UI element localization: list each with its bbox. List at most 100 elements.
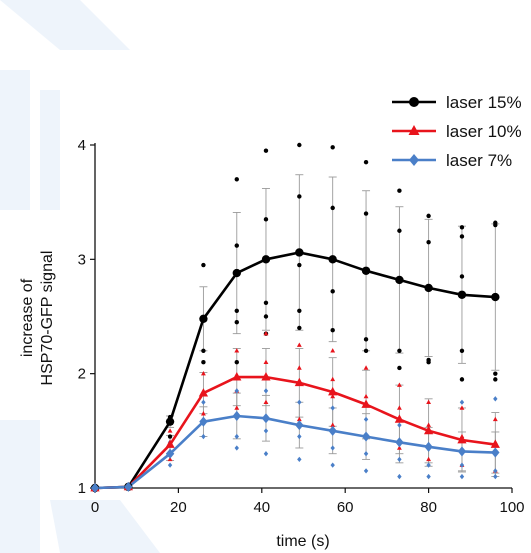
replicate-point-2-26: [459, 462, 465, 468]
x-tick-label-20: 20: [170, 499, 187, 516]
replicate-point-2-20: [397, 456, 402, 463]
legend-marker-2: [409, 154, 419, 166]
replicate-point-0-17: [297, 262, 302, 268]
series-marker-0-12: [491, 292, 500, 302]
series-lines: [94, 251, 496, 490]
replicate-point-0-22: [330, 289, 335, 294]
replicate-point-0-11: [263, 217, 269, 222]
x-tick-label-100: 100: [499, 499, 524, 516]
series-marker-0-11: [457, 290, 467, 299]
series-marker-2-6: [295, 420, 304, 431]
replicate-point-1-21: [396, 405, 402, 410]
replicate-point-2-15: [330, 462, 335, 468]
replicate-point-2-2: [201, 399, 206, 405]
replicate-point-1-16: [330, 422, 336, 427]
replicate-point-0-38: [459, 274, 465, 279]
replicate-point-1-13: [330, 348, 336, 353]
replicate-point-0-3: [201, 348, 206, 353]
replicate-point-0-25: [363, 211, 369, 216]
y-tick-label-1: 1: [78, 480, 86, 497]
replicate-point-1-14: [330, 376, 336, 382]
series-marker-2-10: [424, 441, 433, 452]
replicate-point-2-16: [363, 416, 369, 423]
x-tick-label-40: 40: [253, 499, 270, 516]
y-axis-title: increase of HSP70-GFP signal: [19, 251, 56, 386]
replicate-point-0-39: [459, 377, 465, 382]
replicate-point-0-20: [330, 145, 335, 150]
replicate-point-1-6: [234, 405, 240, 410]
y-axis-title-line-1: increase of: [19, 278, 36, 357]
replicate-point-1-4: [234, 348, 240, 353]
legend-label-1: laser 10%: [446, 122, 522, 141]
replicate-point-0-44: [493, 377, 498, 382]
replicate-point-1-10: [296, 342, 302, 347]
replicate-point-0-35: [426, 360, 431, 365]
replicate-point-1-1: [167, 428, 173, 433]
replicate-point-0-8: [234, 320, 239, 325]
replicate-point-0-5: [234, 177, 239, 182]
series-marker-1-11: [457, 434, 467, 444]
replicate-point-0-7: [234, 308, 239, 313]
replicate-point-0-13: [263, 314, 269, 319]
series-marker-0-6: [295, 248, 304, 257]
replicate-point-0-19: [297, 325, 302, 331]
replicate-point-1-11: [296, 365, 302, 370]
series-marker-1-12: [490, 439, 500, 448]
series-marker-1-3: [198, 388, 209, 397]
replicate-point-0-33: [426, 239, 431, 245]
replicate-point-0-9: [234, 360, 239, 365]
series-marker-1-7: [328, 386, 338, 396]
replicate-point-2-9: [263, 451, 269, 457]
replicate-point-0-21: [330, 205, 335, 211]
replicate-point-0-24: [363, 159, 369, 165]
series-marker-1-6: [294, 377, 304, 387]
replicate-point-1-7: [263, 331, 269, 336]
replicate-point-1-20: [396, 382, 402, 387]
y-tick-label-3: 3: [78, 251, 86, 268]
x-tick-label-80: 80: [420, 499, 437, 516]
replicate-point-0-29: [397, 228, 402, 233]
replicate-point-0-6: [234, 243, 239, 248]
y-tick-label-2: 2: [78, 366, 86, 383]
replicate-point-2-17: [363, 451, 369, 457]
series-marker-2-7: [328, 425, 337, 436]
legend-marker-0: [409, 97, 419, 107]
legend-label-0: laser 15%: [446, 93, 522, 112]
replicate-point-0-15: [297, 142, 302, 148]
replicate-point-2-23: [426, 462, 431, 468]
series-marker-0-3: [199, 314, 208, 323]
replicate-point-0-40: [459, 348, 465, 353]
replicate-point-1-15: [330, 393, 336, 399]
replicate-point-1-17: [363, 365, 369, 370]
replicate-point-1-9: [263, 399, 269, 405]
legend-label-2: laser 7%: [446, 151, 512, 170]
replicate-point-1-12: [296, 416, 302, 422]
replicate-point-2-5: [234, 433, 239, 440]
replicate-point-2-29: [493, 468, 498, 474]
series-marker-0-4: [232, 268, 241, 278]
replicate-point-1-23: [426, 399, 432, 405]
replicate-point-2-14: [330, 445, 335, 451]
replicate-point-2-25: [459, 399, 465, 405]
x-tick-label-0: 0: [91, 499, 99, 516]
series-marker-0-10: [424, 283, 433, 293]
y-tick-label-4: 4: [78, 137, 86, 154]
replicate-point-0-27: [363, 348, 369, 353]
series-line-0: [94, 251, 496, 490]
legend-marker-1: [408, 125, 420, 135]
replicate-point-2-11: [297, 433, 302, 440]
replicate-point-2-28: [493, 396, 498, 402]
replicate-point-0-30: [397, 348, 402, 353]
series-marker-2-1: [124, 481, 133, 492]
series-marker-1-8: [361, 399, 371, 408]
replicate-point-1-2: [201, 371, 206, 376]
series-marker-0-5: [261, 255, 271, 264]
replicate-point-0-32: [426, 213, 431, 219]
replicate-point-0-2: [201, 262, 206, 268]
x-tick-label-60: 60: [337, 499, 354, 516]
replicate-point-1-18: [363, 393, 369, 399]
replicate-point-1-3: [201, 411, 206, 416]
